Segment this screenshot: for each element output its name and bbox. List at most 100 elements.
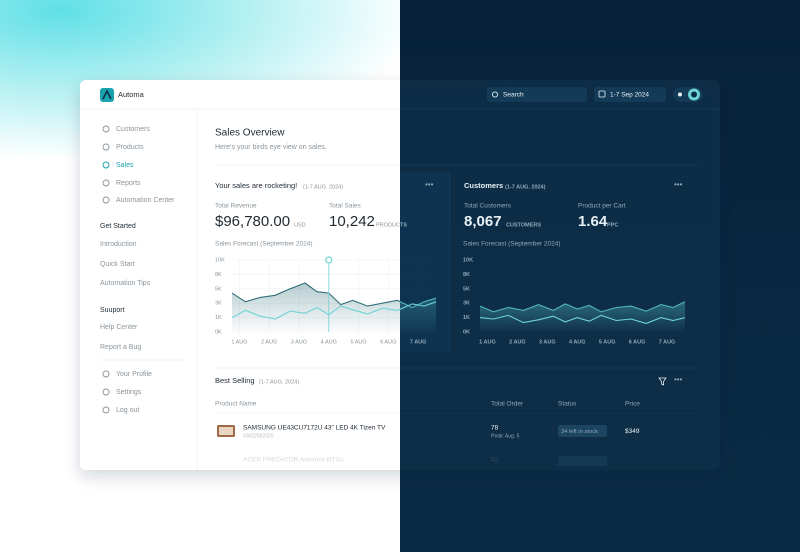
- metric-unit: PPC: [607, 222, 618, 228]
- nav-item[interactable]: Automation Center: [116, 197, 175, 204]
- y-tick-label: 0K: [463, 329, 470, 335]
- x-tick-label: 5 AUG: [350, 339, 366, 345]
- y-tick-label: 1K: [215, 315, 222, 321]
- card-period: (1-7 AUG. 2024): [505, 184, 546, 190]
- more-button[interactable]: •••: [674, 180, 683, 189]
- nav-item[interactable]: Settings: [116, 389, 142, 396]
- column-header: Product Name: [215, 401, 257, 408]
- product-sku: #0022582320: [243, 433, 274, 439]
- nav-item[interactable]: Log out: [116, 407, 139, 414]
- nav-item[interactable]: Quick Start: [100, 261, 135, 268]
- y-tick-label: 3K: [215, 301, 222, 307]
- column-header: Status: [558, 401, 577, 408]
- status-pill: [558, 425, 607, 437]
- x-tick-label: 1 AUG: [231, 339, 247, 345]
- product-name: SAMSUNG UE43CU7172U 43" LED 4K Tizen TV: [243, 425, 386, 432]
- metric-value: 1.64: [578, 213, 608, 230]
- section-heading: Get Started: [100, 223, 136, 230]
- area-fill: [480, 301, 685, 332]
- x-tick-label: 4 AUG: [321, 339, 337, 345]
- nav-item[interactable]: Report a Bug: [100, 344, 141, 351]
- chart-title: Sales Forecast (September 2024): [463, 241, 561, 248]
- metric-label: Total Sales: [329, 203, 362, 210]
- table-period: (1-7 AUG. 2024): [259, 379, 299, 385]
- x-tick-label: 6 AUG: [629, 339, 646, 345]
- column-header: Price: [625, 401, 640, 408]
- metric-value: $96,780.00: [215, 213, 290, 230]
- card-period: (1-7 AUG. 2024): [303, 184, 343, 190]
- x-tick-label: 5 AUG: [599, 339, 616, 345]
- y-tick-label: 0K: [215, 329, 222, 335]
- filter-icon[interactable]: [658, 377, 667, 386]
- y-tick-label: 8K: [463, 272, 470, 278]
- moon-icon: [691, 91, 697, 98]
- card-title: Your sales are rocketing!: [215, 181, 297, 190]
- page-subtitle: Here's your birds eye view on sales.: [215, 144, 327, 151]
- card-title: Customers: [464, 181, 503, 190]
- column-header: Total Order: [491, 401, 524, 408]
- sun-icon: [678, 92, 682, 97]
- logo-mark: [102, 89, 112, 100]
- search-box[interactable]: [487, 87, 587, 102]
- nav-item[interactable]: Products: [116, 144, 144, 151]
- series-line: [231, 282, 400, 307]
- nav-icon: [102, 388, 110, 396]
- date-picker[interactable]: [594, 87, 666, 102]
- nav-item[interactable]: Introduction: [100, 241, 137, 248]
- x-tick-label: 6 AUG: [380, 339, 396, 345]
- x-tick-label: 1 AUG: [479, 339, 496, 345]
- highlight-dot: [325, 256, 333, 264]
- metric-unit: PRODUCTS: [376, 222, 407, 228]
- nav-icon: [102, 370, 110, 378]
- nav-item[interactable]: Your Profile: [116, 371, 152, 378]
- more-button[interactable]: •••: [674, 375, 683, 384]
- page-title: Sales Overview: [215, 128, 285, 139]
- nav-item[interactable]: Customers: [116, 126, 150, 133]
- metric-unit: CUSTOMERS: [506, 222, 541, 228]
- metric-unit: PRODUCTS: [376, 222, 407, 228]
- series-line: [479, 301, 686, 313]
- metric-unit: USD: [294, 222, 306, 228]
- x-tick-label: 3 AUG: [539, 339, 556, 345]
- order-peak: Peak: Aug. 5: [491, 433, 520, 439]
- search-placeholder[interactable]: Search: [503, 92, 524, 99]
- series-line: [479, 314, 686, 324]
- y-tick-label: 10K: [215, 257, 225, 263]
- metric-label: Product per Cart: [578, 203, 626, 210]
- total-order: 78: [491, 425, 499, 432]
- calendar-icon: [598, 90, 606, 98]
- nav-item[interactable]: Reports: [116, 180, 141, 187]
- chart-title: Sales Forecast (September 2024): [215, 241, 313, 248]
- product-name: ACER PREDATOR Advance RTGs: [243, 457, 345, 464]
- total-order: 62: [491, 457, 499, 464]
- x-tick-label: 7 AUG: [410, 339, 427, 345]
- metric-label: Total Revenue: [215, 203, 257, 210]
- nav-icon: [102, 161, 110, 169]
- dashboard-card: [400, 80, 720, 470]
- area-fill: [400, 298, 436, 332]
- nav-icon: [102, 125, 110, 133]
- y-tick-label: 1K: [463, 315, 470, 321]
- nav-item[interactable]: Automation Tips: [100, 280, 151, 287]
- metric-value: 8,067: [464, 213, 502, 230]
- y-tick-label: 5K: [463, 286, 470, 292]
- x-tick-label: 2 AUG: [261, 339, 277, 345]
- nav-item[interactable]: Help Center: [100, 324, 138, 331]
- date-range[interactable]: 1-7 Sep 2024: [610, 92, 649, 99]
- product-thumbnail-screen: [219, 427, 233, 435]
- brand-name: Automa: [118, 90, 145, 99]
- price: $349: [625, 428, 640, 435]
- y-tick-label: 3K: [463, 301, 470, 307]
- table-title: Best Selling: [215, 376, 255, 385]
- search-icon: [491, 91, 499, 98]
- nav-item[interactable]: Sales: [116, 162, 134, 169]
- dashboard-card: [80, 80, 400, 470]
- more-button[interactable]: •••: [425, 180, 434, 189]
- x-tick-label: 4 AUG: [569, 339, 586, 345]
- metric-label: Total Customers: [464, 203, 512, 210]
- y-tick-label: 10K: [463, 257, 473, 263]
- y-tick-label: 5K: [215, 286, 222, 292]
